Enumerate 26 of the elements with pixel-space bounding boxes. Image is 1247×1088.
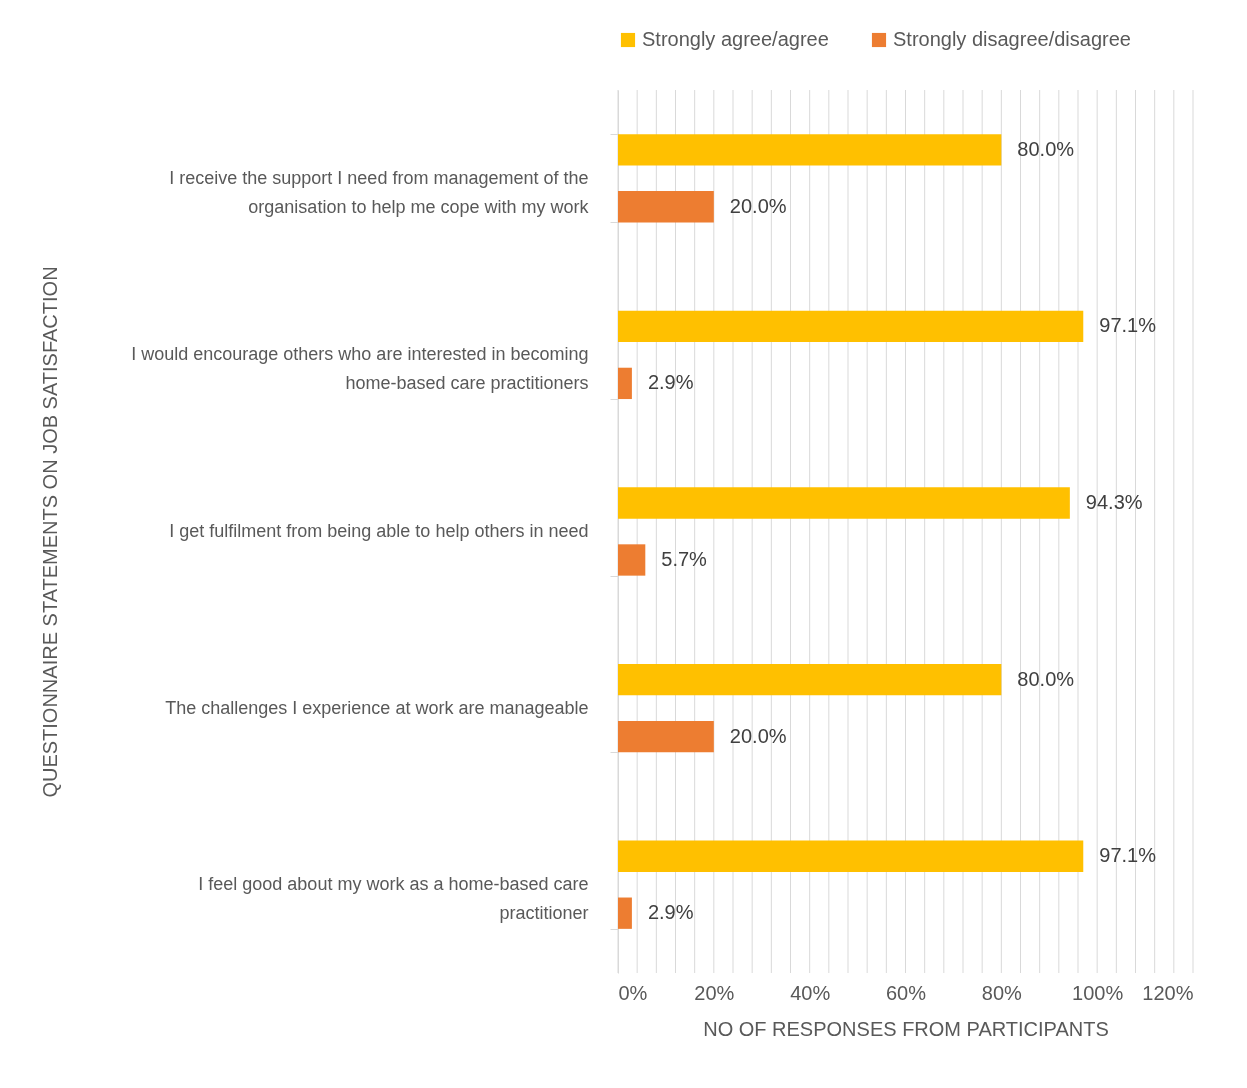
data-label: 2.9% xyxy=(647,371,694,394)
legend-label: Strongly disagree/disagree xyxy=(893,28,1131,50)
x-tick-label: 0% xyxy=(618,981,648,1004)
x-tick-label: 80% xyxy=(981,981,1023,1004)
x-tick-label: 120% xyxy=(1142,981,1194,1004)
legend-label: Strongly agree/agree xyxy=(642,28,829,50)
y-tick-label: I receive the support I need from management of the organisation to help me cope with my work xyxy=(169,167,590,217)
x-axis-title: NO OF RESPONSES FROM PARTICIPANTS xyxy=(703,1017,1109,1040)
data-label: 80.0% xyxy=(1017,137,1075,160)
data-label: 20.0% xyxy=(729,194,787,217)
data-label: 20.0% xyxy=(729,724,787,747)
y-tick-label: The challenges I experience at work are manageable xyxy=(165,697,589,718)
x-tick-label: 40% xyxy=(790,981,831,1004)
data-label: 5.7% xyxy=(661,547,708,570)
y-tick-label: I would encourage others who are interested in becoming home-based care practitioners xyxy=(131,344,589,394)
x-tick-label: 60% xyxy=(885,981,927,1004)
y-tick-label: I feel good about my work as a home-based care practitioner xyxy=(198,874,589,924)
data-label: 94.3% xyxy=(1085,491,1143,514)
y-tick-label: I get fulfilment from being able to help others in need xyxy=(169,521,589,541)
data-label: 2.9% xyxy=(647,901,694,924)
y-axis-title: QUESTIONNAIRE STATEMENTS ON JOB SATISFACTION xyxy=(38,266,61,798)
data-label: 80.0% xyxy=(1017,667,1075,690)
data-label: 97.1% xyxy=(1099,314,1157,337)
data-label: 97.1% xyxy=(1099,844,1157,867)
x-tick-label: 100% xyxy=(1072,981,1124,1004)
x-tick-label: 20% xyxy=(694,981,735,1004)
